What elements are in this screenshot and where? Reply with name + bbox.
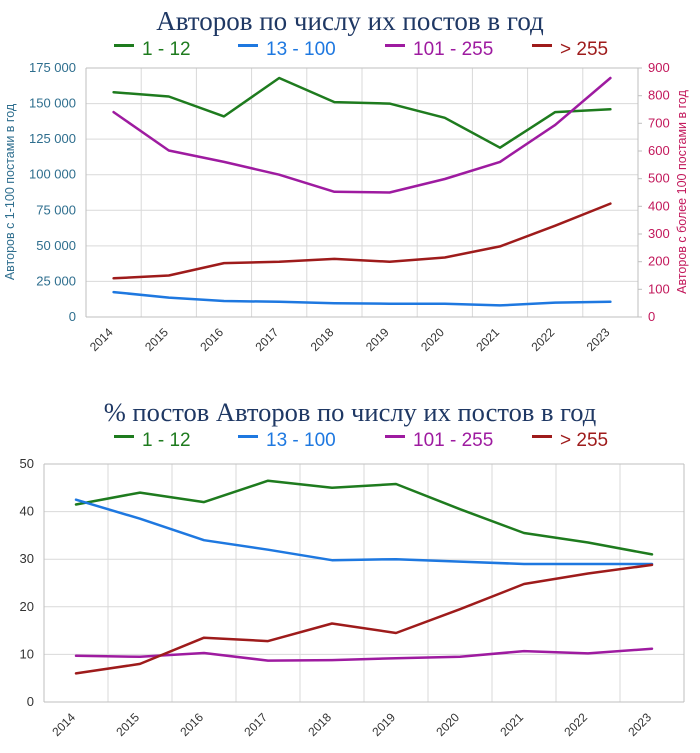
svg-text:2019: 2019 bbox=[363, 325, 392, 354]
svg-text:0: 0 bbox=[69, 309, 76, 324]
svg-text:0: 0 bbox=[27, 694, 34, 709]
svg-text:2020: 2020 bbox=[418, 325, 447, 354]
svg-text:100 000: 100 000 bbox=[29, 167, 76, 182]
svg-text:2021: 2021 bbox=[497, 710, 526, 739]
svg-text:2021: 2021 bbox=[473, 325, 502, 354]
svg-text:2014: 2014 bbox=[49, 710, 78, 739]
svg-text:175 000: 175 000 bbox=[29, 60, 76, 75]
svg-text:2015: 2015 bbox=[113, 710, 142, 739]
svg-text:2023: 2023 bbox=[625, 710, 654, 739]
svg-text:150 000: 150 000 bbox=[29, 96, 76, 111]
svg-text:40: 40 bbox=[20, 504, 34, 519]
svg-text:2018: 2018 bbox=[305, 710, 334, 739]
svg-text:50 000: 50 000 bbox=[36, 238, 76, 253]
svg-text:25 000: 25 000 bbox=[36, 273, 76, 288]
svg-text:200: 200 bbox=[648, 254, 670, 269]
svg-text:400: 400 bbox=[648, 198, 670, 213]
svg-text:0: 0 bbox=[648, 309, 655, 324]
svg-text:2016: 2016 bbox=[197, 325, 226, 354]
svg-text:2017: 2017 bbox=[253, 325, 282, 354]
svg-text:500: 500 bbox=[648, 171, 670, 186]
svg-text:2022: 2022 bbox=[529, 325, 558, 354]
svg-text:700: 700 bbox=[648, 115, 670, 130]
svg-text:2018: 2018 bbox=[308, 325, 337, 354]
svg-text:Авторов с более 100 постами в: Авторов с более 100 постами в год bbox=[675, 89, 689, 293]
svg-text:50: 50 bbox=[20, 456, 34, 471]
svg-text:2019: 2019 bbox=[369, 710, 398, 739]
svg-text:800: 800 bbox=[648, 88, 670, 103]
svg-text:2017: 2017 bbox=[241, 710, 270, 739]
svg-text:10: 10 bbox=[20, 646, 34, 661]
svg-text:2015: 2015 bbox=[142, 325, 171, 354]
svg-text:900: 900 bbox=[648, 60, 670, 75]
svg-text:100: 100 bbox=[648, 281, 670, 296]
svg-text:30: 30 bbox=[20, 551, 34, 566]
svg-text:75 000: 75 000 bbox=[36, 202, 76, 217]
svg-text:125 000: 125 000 bbox=[29, 131, 76, 146]
svg-text:Авторов с 1-100 постами в год: Авторов с 1-100 постами в год bbox=[3, 103, 17, 280]
svg-text:2016: 2016 bbox=[177, 710, 206, 739]
svg-text:300: 300 bbox=[648, 226, 670, 241]
svg-text:2014: 2014 bbox=[87, 325, 116, 354]
svg-text:600: 600 bbox=[648, 143, 670, 158]
svg-text:20: 20 bbox=[20, 599, 34, 614]
svg-text:2020: 2020 bbox=[433, 710, 462, 739]
svg-text:2023: 2023 bbox=[584, 325, 613, 354]
svg-text:2022: 2022 bbox=[561, 710, 590, 739]
